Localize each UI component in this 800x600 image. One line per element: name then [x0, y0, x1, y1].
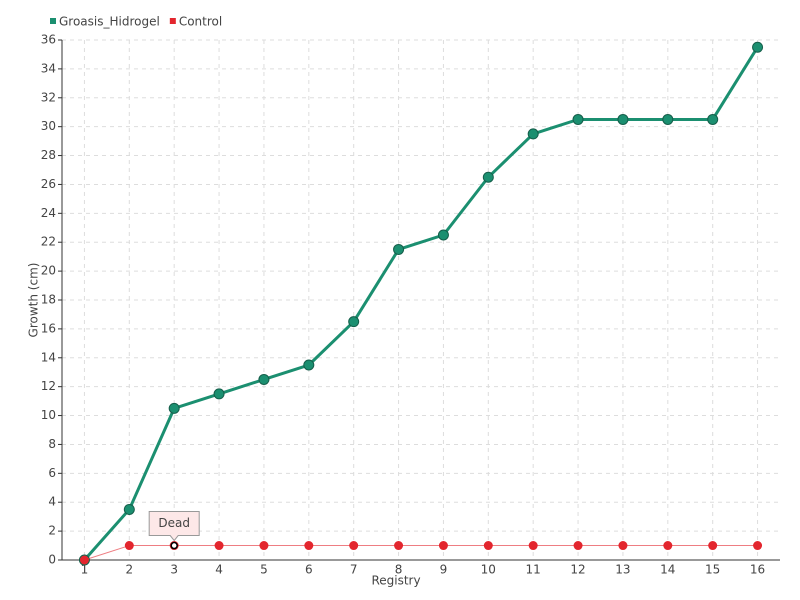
data-point: [349, 541, 359, 551]
x-tick-label: 6: [305, 563, 313, 577]
data-point: [393, 243, 405, 255]
x-tick-label: 9: [440, 563, 448, 577]
y-tick-label: 0: [48, 553, 56, 567]
legend-marker: [169, 18, 176, 24]
y-tick-label: 14: [41, 350, 56, 364]
annotated-point: [170, 541, 178, 550]
y-tick-label: 36: [41, 33, 56, 47]
y-tick-label: 26: [41, 177, 56, 191]
y-tick-label: 32: [41, 90, 56, 104]
data-point: [394, 541, 404, 551]
x-tick-label: 12: [570, 563, 585, 577]
y-tick-label: 34: [41, 61, 56, 75]
data-point: [528, 541, 538, 551]
x-tick-label: 8: [395, 563, 403, 577]
data-point: [662, 113, 674, 125]
data-point: [753, 541, 763, 551]
y-tick-label: 10: [41, 408, 56, 422]
data-point: [79, 555, 89, 565]
x-tick-label: 7: [350, 563, 358, 577]
data-point: [213, 388, 225, 400]
annotation-box: [148, 511, 200, 542]
data-point: [438, 541, 448, 551]
data-point: [124, 541, 134, 551]
data-point: [708, 541, 718, 551]
data-point: [482, 171, 494, 183]
data-point: [573, 541, 583, 551]
y-tick-label: 24: [41, 206, 56, 220]
data-point: [707, 113, 719, 125]
data-point: [258, 373, 270, 385]
x-tick-label: 14: [660, 563, 675, 577]
y-tick-label: 12: [41, 379, 56, 393]
series-line: [83, 46, 759, 561]
y-tick-label: 30: [41, 119, 56, 133]
y-tick-label: 28: [41, 148, 56, 162]
x-tick-label: 1: [81, 563, 89, 577]
data-point: [752, 41, 764, 53]
y-tick-label: 4: [48, 495, 56, 509]
data-point: [483, 541, 493, 551]
x-tick-label: 4: [215, 563, 223, 577]
x-tick-label: 15: [705, 563, 720, 577]
x-tick-label: 5: [260, 563, 268, 577]
data-point: [259, 541, 269, 551]
data-point: [168, 402, 180, 414]
data-point: [303, 359, 315, 371]
data-point: [214, 541, 224, 551]
x-tick-label: 2: [125, 563, 133, 577]
data-point: [663, 541, 673, 551]
data-point: [348, 316, 360, 328]
y-tick-label: 6: [48, 466, 56, 480]
x-tick-label: 16: [750, 563, 765, 577]
legend-marker: [50, 18, 56, 24]
y-tick-label: 18: [41, 293, 56, 307]
data-point: [572, 113, 584, 125]
legend-label: Groasis_Hidrogel: [59, 15, 160, 29]
data-point: [617, 113, 629, 125]
y-tick-label: 8: [48, 437, 56, 451]
data-point: [437, 229, 449, 241]
y-tick-label: 20: [41, 264, 56, 278]
x-tick-label: 13: [615, 563, 630, 577]
x-tick-label: 11: [526, 563, 541, 577]
x-axis-label: Registry: [371, 574, 420, 588]
data-point: [618, 541, 628, 551]
x-tick-label: 3: [170, 563, 178, 577]
y-tick-label: 16: [41, 321, 56, 335]
series-line: [84, 545, 758, 561]
y-tick-label: 22: [41, 235, 56, 249]
data-point: [527, 128, 539, 140]
data-point: [123, 503, 135, 515]
y-tick-label: 2: [48, 524, 56, 538]
data-point: [304, 541, 314, 551]
x-tick-label: 10: [481, 563, 496, 577]
y-axis-label: Growth (cm): [27, 263, 41, 338]
annotation: Dead: [158, 516, 190, 530]
legend-label: Control: [179, 15, 222, 29]
